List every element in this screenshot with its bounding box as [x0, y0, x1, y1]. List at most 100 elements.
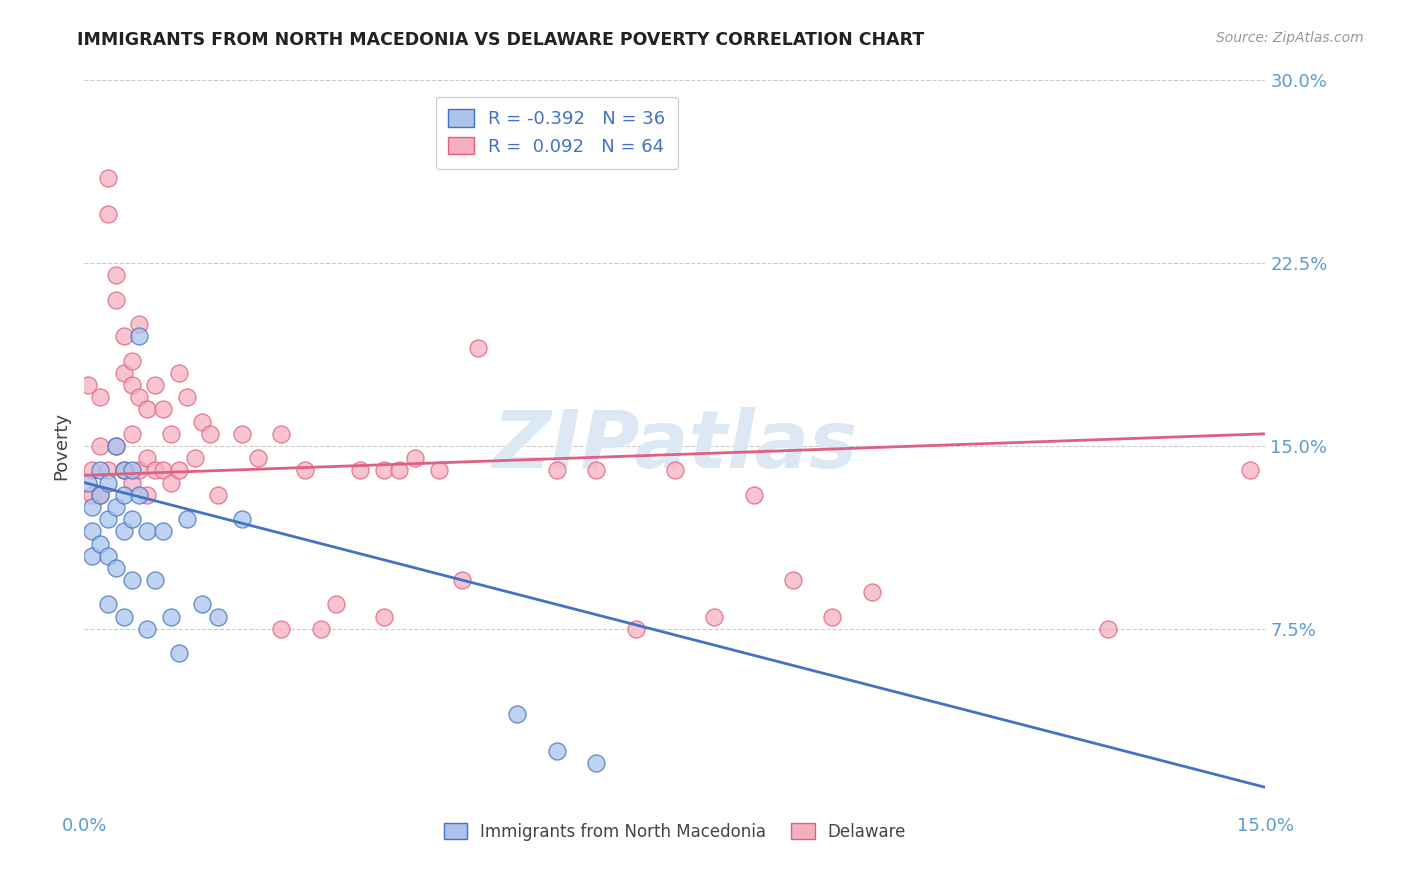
Point	[167, 463, 190, 477]
Point	[89, 439, 111, 453]
Point	[200, 426, 222, 441]
Point	[77, 378, 100, 392]
Point	[143, 463, 166, 477]
Point	[104, 439, 127, 453]
Point	[782, 573, 804, 587]
Point	[82, 488, 104, 502]
Point	[112, 329, 135, 343]
Point	[160, 475, 183, 490]
Point	[349, 463, 371, 477]
Point	[77, 475, 100, 490]
Y-axis label: Poverty: Poverty	[52, 412, 70, 480]
Point	[451, 573, 474, 587]
Point	[128, 317, 150, 331]
Point	[506, 707, 529, 722]
Point	[143, 573, 166, 587]
Point	[128, 463, 150, 477]
Point	[97, 475, 120, 490]
Point	[121, 512, 143, 526]
Point	[112, 463, 135, 477]
Point	[167, 646, 190, 660]
Point	[104, 293, 127, 307]
Point	[703, 609, 725, 624]
Point	[104, 439, 127, 453]
Point	[246, 451, 269, 466]
Text: IMMIGRANTS FROM NORTH MACEDONIA VS DELAWARE POVERTY CORRELATION CHART: IMMIGRANTS FROM NORTH MACEDONIA VS DELAW…	[77, 31, 925, 49]
Point	[467, 342, 489, 356]
Point	[136, 451, 159, 466]
Point	[136, 402, 159, 417]
Point	[97, 463, 120, 477]
Point	[121, 573, 143, 587]
Point	[97, 207, 120, 221]
Point	[89, 390, 111, 404]
Point	[427, 463, 450, 477]
Point	[112, 463, 135, 477]
Point	[821, 609, 844, 624]
Point	[183, 451, 205, 466]
Point	[207, 488, 229, 502]
Point	[191, 598, 214, 612]
Point	[121, 463, 143, 477]
Point	[128, 488, 150, 502]
Point	[112, 366, 135, 380]
Text: ZIPatlas: ZIPatlas	[492, 407, 858, 485]
Point	[325, 598, 347, 612]
Point	[104, 500, 127, 514]
Point	[121, 475, 143, 490]
Point	[82, 500, 104, 514]
Point	[176, 512, 198, 526]
Point	[309, 622, 332, 636]
Point	[270, 426, 292, 441]
Point	[128, 329, 150, 343]
Point	[167, 366, 190, 380]
Point	[191, 415, 214, 429]
Point	[404, 451, 426, 466]
Point	[860, 585, 883, 599]
Point	[82, 463, 104, 477]
Point	[742, 488, 765, 502]
Point	[97, 512, 120, 526]
Point	[152, 402, 174, 417]
Point	[546, 744, 568, 758]
Point	[121, 378, 143, 392]
Point	[136, 524, 159, 539]
Point	[1239, 463, 1261, 477]
Point	[121, 353, 143, 368]
Point	[270, 622, 292, 636]
Point	[136, 622, 159, 636]
Point	[143, 378, 166, 392]
Point	[89, 488, 111, 502]
Point	[373, 609, 395, 624]
Point	[176, 390, 198, 404]
Point	[152, 524, 174, 539]
Point	[128, 390, 150, 404]
Point	[231, 426, 253, 441]
Point	[97, 549, 120, 563]
Point	[373, 463, 395, 477]
Point	[624, 622, 647, 636]
Point	[97, 170, 120, 185]
Text: Source: ZipAtlas.com: Source: ZipAtlas.com	[1216, 31, 1364, 45]
Point	[160, 426, 183, 441]
Point	[664, 463, 686, 477]
Point	[97, 598, 120, 612]
Point	[152, 463, 174, 477]
Point	[160, 609, 183, 624]
Legend: Immigrants from North Macedonia, Delaware: Immigrants from North Macedonia, Delawar…	[437, 816, 912, 847]
Point	[112, 524, 135, 539]
Point	[546, 463, 568, 477]
Point	[89, 463, 111, 477]
Point	[121, 426, 143, 441]
Point	[89, 488, 111, 502]
Point	[294, 463, 316, 477]
Point	[585, 463, 607, 477]
Point	[112, 609, 135, 624]
Point	[82, 524, 104, 539]
Point	[136, 488, 159, 502]
Point	[207, 609, 229, 624]
Point	[1097, 622, 1119, 636]
Point	[89, 536, 111, 550]
Point	[585, 756, 607, 770]
Point	[104, 561, 127, 575]
